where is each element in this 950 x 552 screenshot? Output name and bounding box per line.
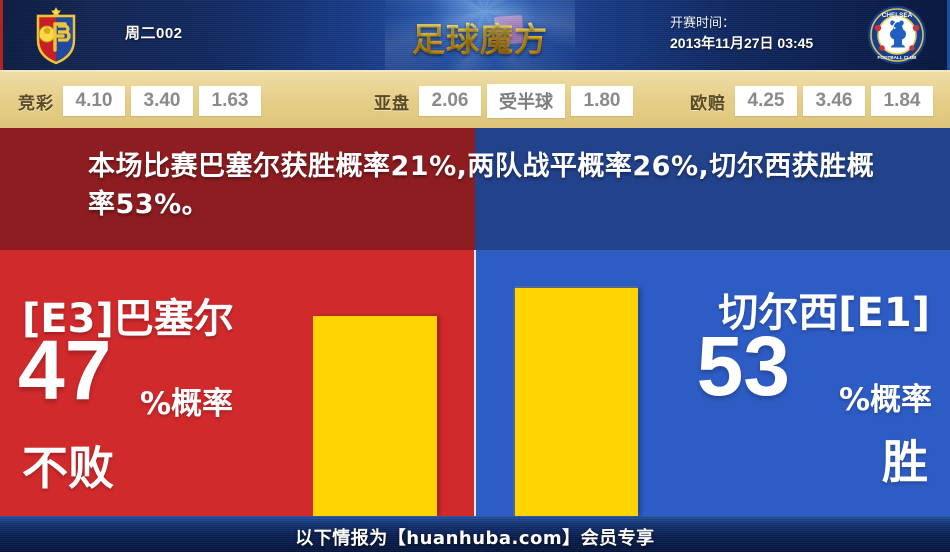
odds-value[interactable]: 1.63 [199, 86, 261, 116]
brand-logo: 足球魔方 [385, 0, 575, 70]
odds-group-label: 欧赔 [690, 93, 726, 113]
footer-bar: 以下情报为【huanhuba.com】会员专享 [0, 516, 950, 552]
header-left-accent [0, 0, 3, 70]
chelsea-crest-icon: CHELSEA FOOTBALL CLUB [866, 4, 928, 66]
odds-group-european: 欧赔 4.25 3.46 1.84 [690, 72, 939, 130]
header-right-accent [947, 0, 950, 70]
away-probability-unit: %概率 [838, 382, 932, 418]
home-probability-unit: %概率 [140, 386, 234, 422]
odds-value[interactable]: 4.25 [735, 86, 797, 116]
brand-logo-text: 足球魔方 [385, 13, 575, 61]
match-number: 周二002 [125, 25, 183, 42]
kickoff-label: 开赛时间： [670, 15, 736, 30]
header-bar: 周二002 足球魔方 开赛时间： 2013年11月27日 03:45 [0, 0, 950, 70]
home-outcome-label: 不败 [22, 441, 114, 495]
panel-divider [474, 250, 476, 516]
logo-rays-decoration [385, 0, 575, 70]
svg-text:FOOTBALL CLUB: FOOTBALL CLUB [878, 55, 918, 60]
odds-group-label: 竞彩 [18, 93, 54, 113]
banner-left-half [0, 128, 475, 250]
membership-notice: 以下情报为【huanhuba.com】会员专享 [295, 528, 655, 549]
odds-group-jingcai: 竞彩 4.10 3.40 1.63 [18, 72, 267, 130]
summary-text: 本场比赛巴塞尔获胜概率21%,两队战平概率26%,切尔西获胜概率53%。 [88, 151, 875, 221]
home-team-name: [E3]巴塞尔 [22, 296, 234, 342]
away-probability-bar [515, 288, 638, 516]
probability-chart: [E3]巴塞尔 47 %概率 不败 切尔西[E1] 53 %概率 胜 [0, 250, 950, 516]
odds-value[interactable]: 3.40 [131, 86, 193, 116]
away-team-name: 切尔西[E1] [718, 290, 930, 336]
away-outcome-label: 胜 [882, 435, 928, 489]
summary-banner: 本场比赛巴塞尔获胜概率21%,两队战平概率26%,切尔西获胜概率53%。 [0, 128, 950, 250]
basel-crest-icon [25, 4, 87, 66]
handicap-value[interactable]: 受半球 [487, 84, 565, 118]
kickoff-time: 2013年11月27日 03:45 [670, 35, 814, 51]
odds-group-label: 亚盘 [374, 93, 410, 113]
home-probability-bar [313, 316, 437, 516]
odds-value[interactable]: 2.06 [419, 86, 481, 116]
odds-value[interactable]: 3.46 [803, 86, 865, 116]
banner-right-half [475, 128, 950, 250]
away-probability-value: 53 [696, 319, 790, 413]
svg-text:CHELSEA: CHELSEA [882, 12, 913, 19]
odds-bar: 竞彩 4.10 3.40 1.63 亚盘 2.06 受半球 1.80 欧赔 4.… [0, 70, 950, 130]
odds-value[interactable]: 4.10 [63, 86, 125, 116]
odds-value[interactable]: 1.84 [871, 86, 933, 116]
odds-group-asian-handicap: 亚盘 2.06 受半球 1.80 [374, 72, 639, 130]
odds-value[interactable]: 1.80 [571, 86, 633, 116]
home-probability-value: 47 [18, 323, 112, 417]
